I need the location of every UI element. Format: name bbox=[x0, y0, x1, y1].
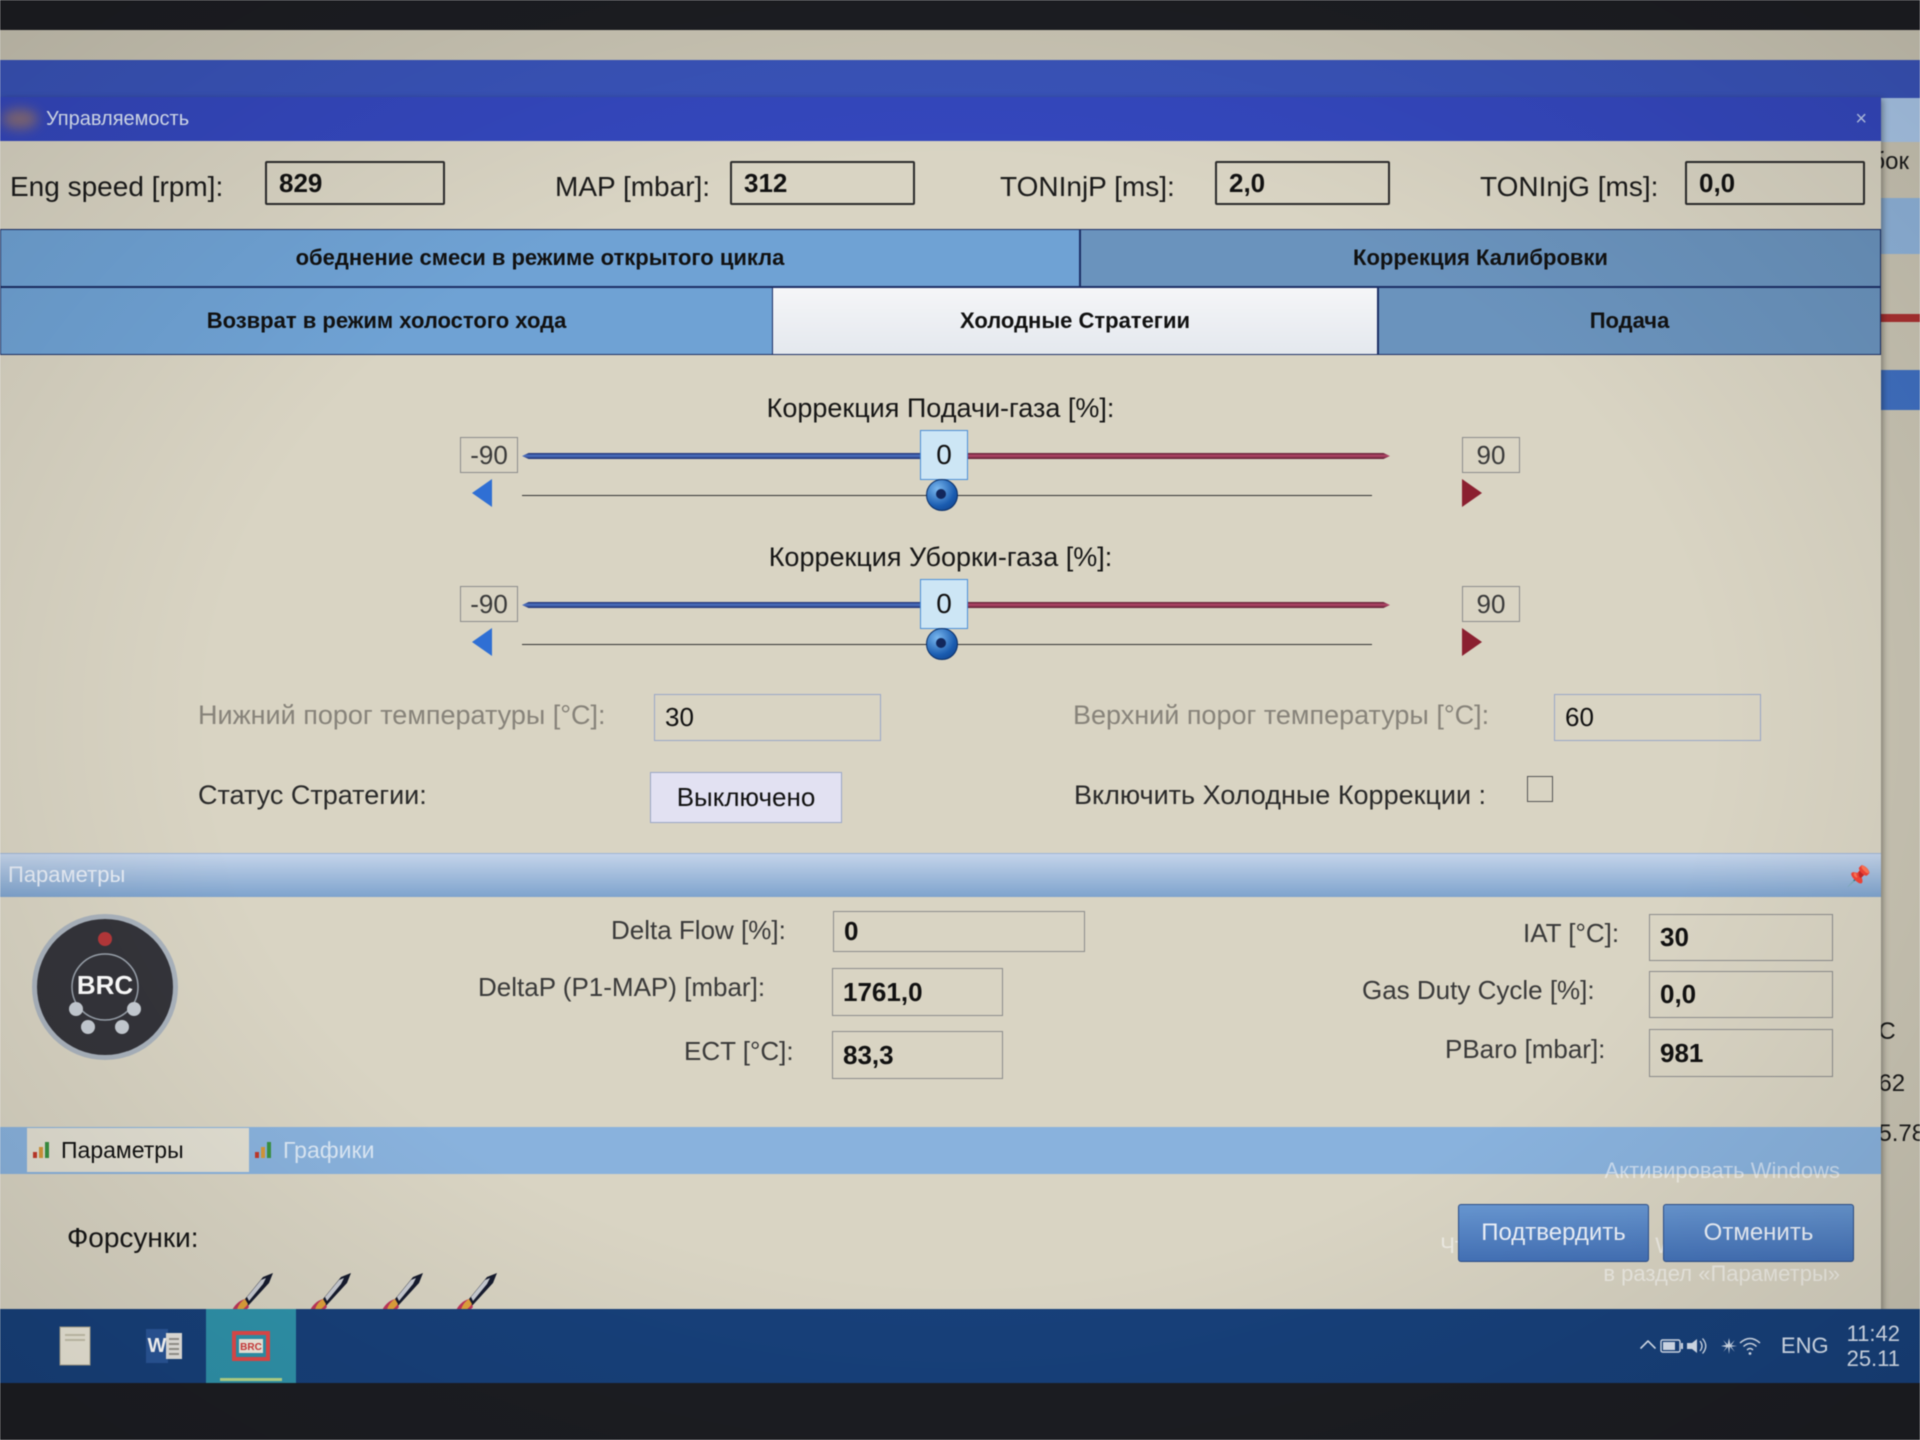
svg-text:BRC: BRC bbox=[77, 970, 134, 1000]
svg-text:BRC: BRC bbox=[240, 1342, 262, 1353]
svg-text:W: W bbox=[148, 1335, 167, 1357]
